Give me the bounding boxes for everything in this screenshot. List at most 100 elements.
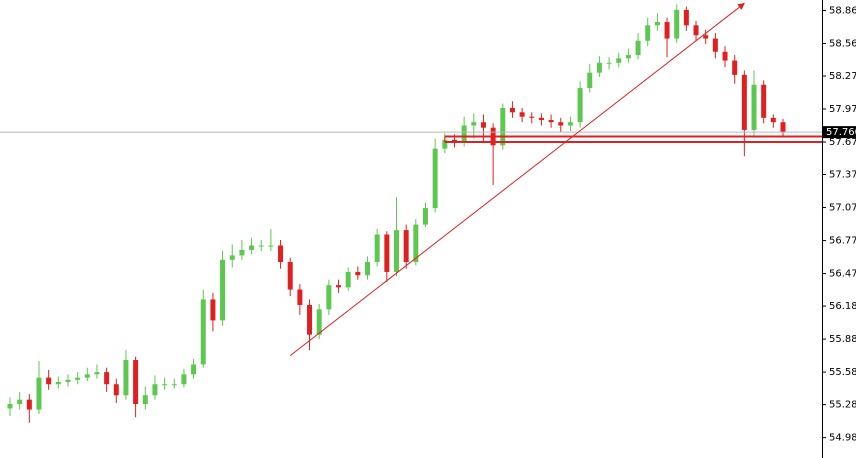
candle-body: [558, 122, 564, 126]
candle-body: [287, 262, 293, 290]
candle-body: [577, 88, 583, 123]
candle-body: [480, 122, 486, 128]
last-price-label: 57.760: [826, 127, 856, 138]
candle-body: [133, 360, 139, 405]
candle-body: [548, 120, 554, 123]
y-tick-label: 57.075: [829, 203, 856, 214]
candle-body: [722, 51, 728, 61]
candle-body: [162, 384, 168, 386]
candle-body: [732, 60, 738, 75]
candle-body: [365, 262, 371, 276]
candle-body: [181, 374, 187, 385]
candle-body: [65, 379, 71, 383]
candle-body: [152, 384, 158, 396]
candle-body: [606, 62, 612, 64]
candle-body: [683, 9, 689, 26]
candle-body: [55, 382, 61, 385]
y-tick-label: 57.375: [829, 170, 856, 181]
candle-body: [384, 234, 390, 272]
candle-body: [461, 125, 467, 143]
candle-body: [36, 377, 42, 410]
candle-body: [500, 107, 506, 146]
candle-body: [712, 38, 718, 52]
candle-body: [345, 271, 351, 288]
candle-body: [191, 364, 197, 375]
candle-body: [268, 245, 274, 247]
last-price-box: [823, 126, 856, 139]
y-tick-label: 56.180: [829, 301, 856, 312]
candle-body: [587, 72, 593, 89]
candle-body: [645, 25, 651, 41]
candle-body: [239, 249, 245, 256]
candle-body: [326, 285, 332, 310]
candle-body: [761, 84, 767, 118]
candle-body: [113, 384, 119, 396]
candle-body: [142, 395, 148, 405]
candle-body: [200, 299, 206, 365]
candle-body: [442, 139, 448, 149]
candle-body: [703, 35, 709, 39]
candle-body: [596, 62, 602, 73]
candle-body: [171, 384, 177, 386]
candle-body: [471, 122, 477, 126]
candle-body: [316, 309, 322, 335]
candle-body: [249, 245, 255, 250]
candle-body: [567, 122, 573, 126]
y-tick-label: 57.970: [829, 104, 856, 115]
candle-body: [374, 234, 380, 263]
candle-body: [220, 259, 226, 321]
candle-body: [674, 9, 680, 39]
y-tick-label: 57.670: [829, 137, 856, 148]
y-tick-label: 55.285: [829, 400, 856, 411]
candle-body: [509, 107, 515, 113]
candle-body: [297, 289, 303, 305]
candle-body: [258, 245, 264, 247]
trend-line: [289, 2, 745, 357]
candle-body: [519, 112, 525, 117]
candle-body: [538, 117, 544, 121]
candle-body: [432, 148, 438, 209]
candle-body: [229, 255, 235, 260]
candle-body: [307, 304, 313, 335]
candle-body: [75, 377, 81, 380]
y-tick-label: 58.565: [829, 38, 856, 49]
candle-body: [278, 245, 284, 263]
candle-body: [635, 40, 641, 56]
candle-body: [94, 372, 100, 375]
candle-body: [46, 377, 52, 385]
candle-body: [7, 404, 13, 409]
candle-body: [336, 285, 342, 288]
candle-body: [123, 360, 129, 396]
y-tick-label: 54.985: [829, 433, 856, 444]
candle-body: [451, 139, 457, 143]
y-tick-label: 55.880: [829, 334, 856, 345]
candle-body: [26, 399, 32, 410]
candle-body: [413, 224, 419, 263]
candle-body: [780, 122, 786, 133]
candle-body: [403, 230, 409, 263]
candle-body: [751, 84, 757, 130]
candle-body: [693, 25, 699, 36]
candle-body: [355, 271, 361, 276]
y-tick-label: 58.270: [829, 71, 856, 82]
candle-body: [84, 374, 90, 378]
y-tick-label: 58.865: [829, 5, 856, 16]
candle-body: [394, 230, 399, 272]
candle-body: [741, 74, 747, 130]
y-tick-label: 56.775: [829, 236, 856, 247]
candle-body: [529, 116, 535, 118]
candle-body: [770, 117, 776, 123]
candle-body: [17, 399, 23, 405]
candle-body: [654, 22, 660, 26]
candle-body: [210, 299, 216, 321]
candle-body: [625, 55, 631, 59]
candle-body: [616, 58, 622, 63]
y-tick-label: 55.580: [829, 367, 856, 378]
candle-body: [664, 22, 670, 39]
candle-body: [422, 208, 428, 225]
candle-body: [104, 372, 110, 385]
y-tick-label: 56.475: [829, 269, 856, 280]
